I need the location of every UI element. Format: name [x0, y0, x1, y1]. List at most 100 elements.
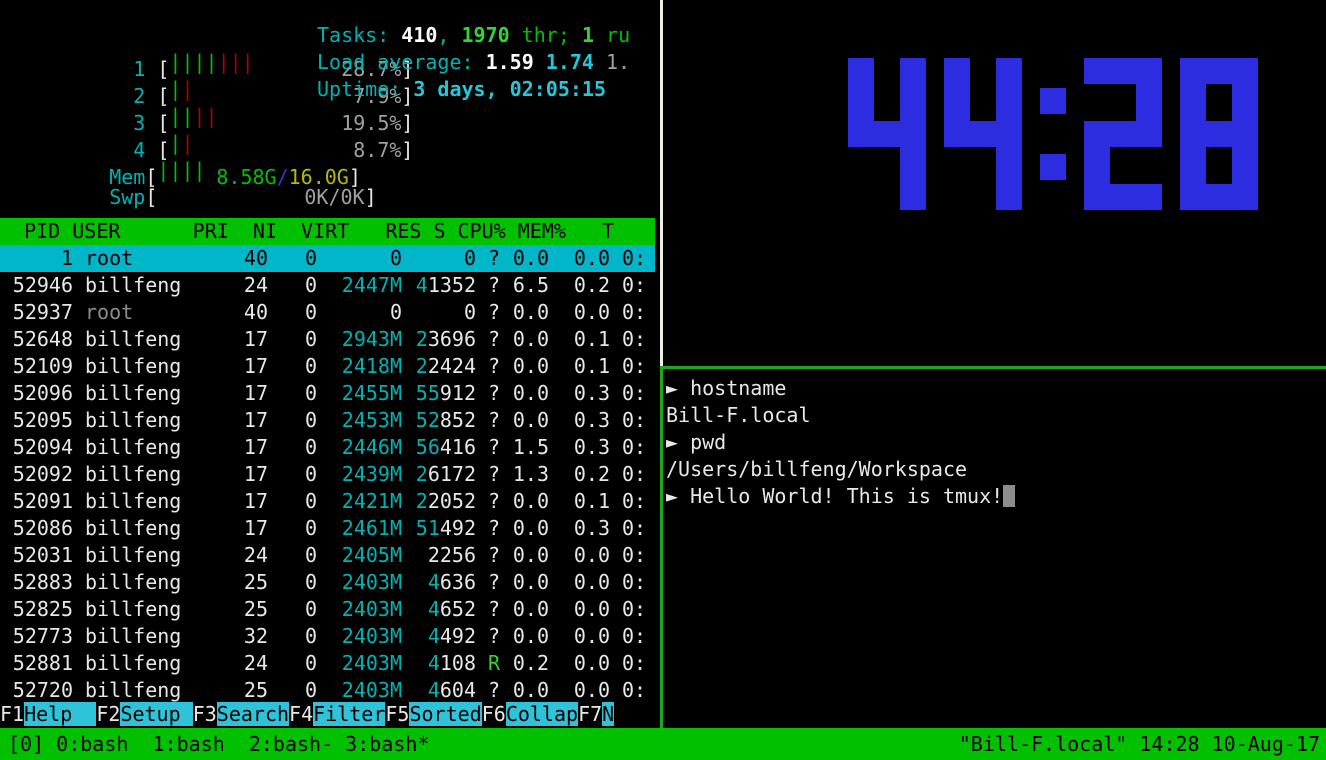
process-row[interactable]: 52092 billfeng 17 0 2439M 26172? 1.3 0.2 0:	[0, 461, 655, 488]
htop-pane[interactable]: 1 [||||||| 28.7%] 2 [|| 7.9%] 3 [|||| 19.5%…	[0, 0, 655, 728]
process-mem: 0.0	[573, 246, 610, 270]
fkey-label-f6[interactable]: Collap	[505, 702, 579, 726]
process-state: ?	[487, 516, 500, 540]
tasks-label: Tasks:	[317, 23, 402, 47]
process-ni: 0	[304, 624, 317, 648]
fkey-label-f5[interactable]: Sorted	[409, 702, 482, 726]
uptime-value: 3 days, 02:05:15	[413, 77, 606, 101]
clock-colon	[1040, 58, 1066, 210]
process-time: 0:	[622, 300, 647, 324]
htop-stats: Tasks: 410, 1970 thr; 1 ru Load average:…	[317, 22, 630, 103]
mem-total: 16.0G	[288, 165, 349, 189]
pane-border-vertical-active[interactable]	[660, 368, 663, 728]
clock-digit-4	[1180, 58, 1258, 210]
fkey-label-f7[interactable]: N	[602, 702, 615, 726]
process-row[interactable]: 52648 billfeng 17 0 2943M 23696? 0.0 0.1 0:	[0, 326, 655, 353]
running-count: 1	[581, 23, 594, 47]
process-table-header[interactable]: PID USER PRI NI VIRT RES S CPU% MEM% T	[0, 218, 655, 245]
process-ni: 0	[304, 651, 317, 675]
process-row[interactable]: 52720 billfeng 25 0 2403M 4604? 0.0 0.0 0:	[0, 677, 655, 704]
process-row[interactable]: 52883 billfeng 25 0 2403M 4636? 0.0 0.0 0:	[0, 569, 655, 596]
process-time: 0:	[622, 408, 647, 432]
fkey-label-f3[interactable]: Search	[216, 702, 290, 726]
process-pri: 25	[243, 570, 268, 594]
process-row[interactable]: 52096 billfeng 17 0 2455M 55912? 0.0 0.3 0:	[0, 380, 655, 407]
uptime-row: Uptime: 3 days, 02:05:15	[317, 76, 630, 103]
fkey-f6[interactable]: F6	[481, 702, 506, 726]
process-pid: 52094	[12, 435, 73, 459]
tasks-row: Tasks: 410, 1970 thr; 1 ru	[317, 22, 630, 49]
process-time: 0:	[622, 489, 647, 513]
process-state: ?	[487, 408, 500, 432]
status-bar-left[interactable]: [0] 0:bash 1:bash 2:bash- 3:bash*	[8, 731, 430, 756]
cpu-label: 1	[133, 57, 146, 81]
process-row[interactable]: 52091 billfeng 17 0 2421M 22052? 0.0 0.1 0:	[0, 488, 655, 515]
process-virt: 2403M	[341, 597, 402, 621]
threads-count: 1970	[461, 23, 510, 47]
process-ni: 0	[304, 678, 317, 702]
process-row[interactable]: 52773 billfeng 32 0 2403M 4492? 0.0 0.0 0:	[0, 623, 655, 650]
process-ni: 0	[304, 246, 317, 270]
fkey-label-f2[interactable]: Setup	[120, 702, 193, 726]
htop-meters: 1 [||||||| 28.7%] 2 [|| 7.9%] 3 [|||| 19.5%…	[0, 22, 413, 209]
process-pri: 17	[243, 327, 268, 351]
prompt-arrow-icon: ►	[666, 430, 691, 454]
process-row[interactable]: 52946 billfeng 24 0 2447M 41352? 6.5 0.2 0:	[0, 272, 655, 299]
fkey-f1[interactable]: F1	[0, 702, 25, 726]
text-cursor	[1003, 485, 1016, 507]
process-time: 0:	[622, 381, 647, 405]
process-time: 0:	[622, 678, 647, 702]
shell-line: ► hostname	[666, 375, 1326, 402]
fkey-f7[interactable]: F7	[578, 702, 603, 726]
bracket-open: [	[145, 84, 170, 108]
process-row[interactable]: 52881 billfeng 24 0 2403M 4108 R 0.2 0.0 0:	[0, 650, 655, 677]
fkey-f5[interactable]: F5	[385, 702, 410, 726]
process-pid: 52091	[12, 489, 73, 513]
fkey-label-f1[interactable]: Help	[24, 702, 97, 726]
shell-pane[interactable]: ► hostname Bill-F.local ► pwd/Users/billfe…	[666, 375, 1326, 728]
process-row[interactable]: 52109 billfeng 17 0 2418M 22424? 0.0 0.1 0:	[0, 353, 655, 380]
clock-pane[interactable]	[666, 0, 1326, 362]
process-pid: 52031	[12, 543, 73, 567]
load-1min: 1.59	[485, 50, 534, 74]
pane-border-horizontal-active[interactable]	[660, 366, 1326, 369]
process-user: billfeng	[85, 597, 182, 621]
process-cpu: 0.0	[512, 300, 549, 324]
process-row[interactable]: 52094 billfeng 17 0 2446M 56416? 1.5 0.3 0:	[0, 434, 655, 461]
process-pid: 52092	[12, 462, 73, 486]
process-res: 56416	[415, 435, 476, 459]
process-time: 0:	[622, 516, 647, 540]
process-row[interactable]: 52031 billfeng 24 0 2405M 2256? 0.0 0.0 0:	[0, 542, 655, 569]
fkey-f3[interactable]: F3	[192, 702, 217, 726]
pane-border-vertical-inactive[interactable]	[660, 0, 663, 368]
clock-digit-1	[848, 58, 926, 210]
process-pid: 52773	[12, 624, 73, 648]
process-user: billfeng	[85, 462, 182, 486]
process-user: billfeng	[85, 435, 182, 459]
process-pid: 52086	[12, 516, 73, 540]
cpu-meter-2: 2 [|| 7.9%]	[0, 49, 413, 108]
process-row[interactable]: 1 root 40 0 0 0? 0.0 0.0 0:	[0, 245, 655, 272]
process-row[interactable]: 52825 billfeng 25 0 2403M 4652? 0.0 0.0 0:	[0, 596, 655, 623]
process-pri: 17	[243, 516, 268, 540]
tmux-status-bar[interactable]: [0] 0:bash 1:bash 2:bash- 3:bash* "Bill-…	[0, 728, 1326, 760]
fkey-label-f4[interactable]: Filter	[313, 702, 386, 726]
process-virt: 2943M	[341, 327, 402, 351]
fkey-f4[interactable]: F4	[289, 702, 314, 726]
process-table-body[interactable]: 1 root 40 0 0 0? 0.0 0.0 0: 52946 billfeng 24 0 2447M…	[0, 245, 655, 704]
process-row[interactable]: 52086 billfeng 17 0 2461M 51492? 0.0 0.3 0:	[0, 515, 655, 542]
process-row[interactable]: 52095 billfeng 17 0 2453M 52852? 0.0 0.3 0:	[0, 407, 655, 434]
process-cpu: 0.0	[512, 543, 549, 567]
process-cpu: 0.0	[512, 597, 549, 621]
fkey-f2[interactable]: F2	[96, 702, 121, 726]
process-mem: 0.3	[573, 516, 610, 540]
process-pid: 52109	[12, 354, 73, 378]
htop-function-bar[interactable]: F1Help F2Setup F3SearchF4FilterF5SortedF…	[0, 701, 655, 728]
process-mem: 0.0	[573, 543, 610, 567]
process-row[interactable]: 52937 root 40 0 0 0? 0.0 0.0 0:	[0, 299, 655, 326]
process-cpu: 1.5	[512, 435, 549, 459]
process-pid: 52883	[12, 570, 73, 594]
swap-value: 0K/0K	[304, 185, 365, 209]
cpu-meter-3: 3 [|||| 19.5%]	[0, 76, 413, 135]
